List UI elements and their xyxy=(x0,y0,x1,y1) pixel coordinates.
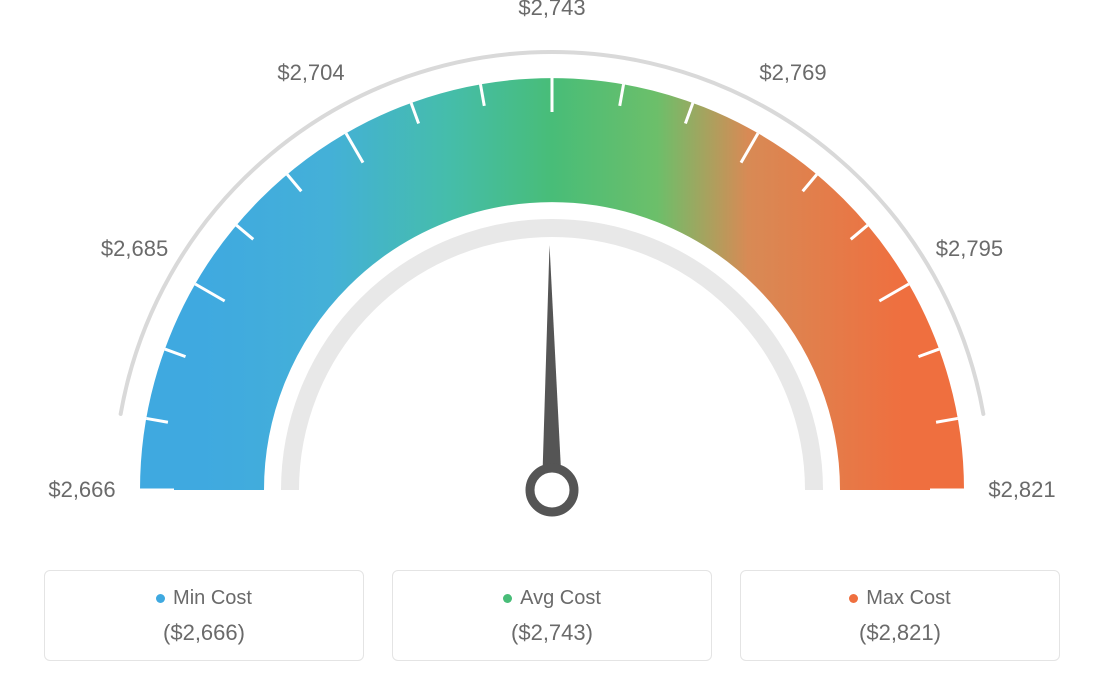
legend-label: Max Cost xyxy=(866,587,950,610)
legend-card-avg: Avg Cost ($2,743) xyxy=(392,570,712,661)
legend-label: Min Cost xyxy=(173,587,252,610)
legend-label: Avg Cost xyxy=(520,587,601,610)
legend-row: Min Cost ($2,666) Avg Cost ($2,743) Max … xyxy=(0,570,1104,661)
legend-value: ($2,821) xyxy=(749,620,1051,646)
legend-card-min: Min Cost ($2,666) xyxy=(44,570,364,661)
gauge-container: $2,666 $2,685 $2,704 $2,743 $2,769 $2,795 $2,8… xyxy=(0,0,1104,560)
gauge-tick-label: $2,666 xyxy=(48,477,115,503)
legend-value: ($2,666) xyxy=(53,620,355,646)
dot-icon xyxy=(156,594,165,603)
legend-value: ($2,743) xyxy=(401,620,703,646)
gauge-tick-label: $2,769 xyxy=(759,60,826,86)
gauge-tick-label: $2,795 xyxy=(936,236,1003,262)
gauge-tick-label: $2,821 xyxy=(988,477,1055,503)
legend-title-min: Min Cost xyxy=(156,587,252,610)
dot-icon xyxy=(849,594,858,603)
gauge-tick-label: $2,685 xyxy=(101,236,168,262)
legend-card-max: Max Cost ($2,821) xyxy=(740,570,1060,661)
gauge-tick-label: $2,704 xyxy=(277,60,344,86)
gauge-tick-label: $2,743 xyxy=(518,0,585,21)
legend-title-avg: Avg Cost xyxy=(503,587,601,610)
gauge-chart xyxy=(0,0,1104,560)
dot-icon xyxy=(503,594,512,603)
legend-title-max: Max Cost xyxy=(849,587,950,610)
